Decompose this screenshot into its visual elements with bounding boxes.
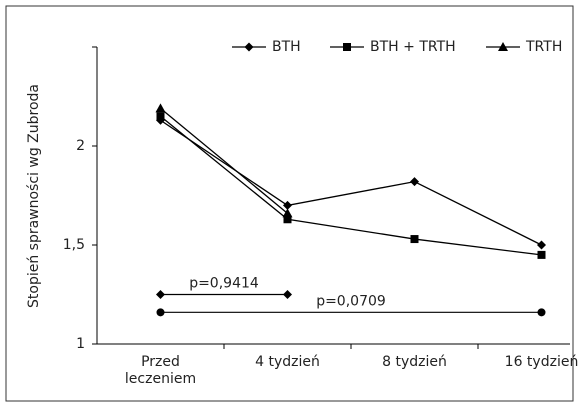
series-line <box>160 115 542 256</box>
legend-label: TRTH <box>525 39 562 55</box>
x-tick-label: 4 tydzień <box>255 354 320 370</box>
marker <box>156 290 165 299</box>
marker <box>410 235 419 244</box>
marker <box>155 103 166 113</box>
annotation-label: p=0,0709 <box>316 293 386 309</box>
marker <box>410 177 419 187</box>
y-axis-label: Stopień sprawności wg Zubroda <box>26 84 42 308</box>
marker <box>283 215 292 224</box>
x-tick-label: 8 tydzień <box>382 354 447 370</box>
marker <box>537 240 546 250</box>
marker <box>343 43 351 51</box>
marker <box>283 200 292 210</box>
y-tick-label: 2 <box>76 138 85 154</box>
y-tick-label: 1,5 <box>63 237 85 253</box>
y-tick-label: 1 <box>76 336 85 352</box>
marker <box>156 308 165 317</box>
legend-label: BTH + TRTH <box>370 39 456 55</box>
frame <box>5 5 574 402</box>
marker <box>283 290 292 299</box>
marker <box>537 308 546 317</box>
marker <box>537 250 546 259</box>
annotation-label: p=0,9414 <box>189 276 259 292</box>
legend-label: BTH <box>272 39 301 55</box>
marker <box>244 42 254 52</box>
x-tick-label: Przed leczeniem <box>125 354 196 387</box>
series-line <box>160 119 542 246</box>
series-line <box>160 107 288 214</box>
marker <box>156 112 165 121</box>
marker <box>498 42 508 51</box>
x-tick-label: 16 tydzień <box>505 354 579 370</box>
marker <box>282 208 293 218</box>
